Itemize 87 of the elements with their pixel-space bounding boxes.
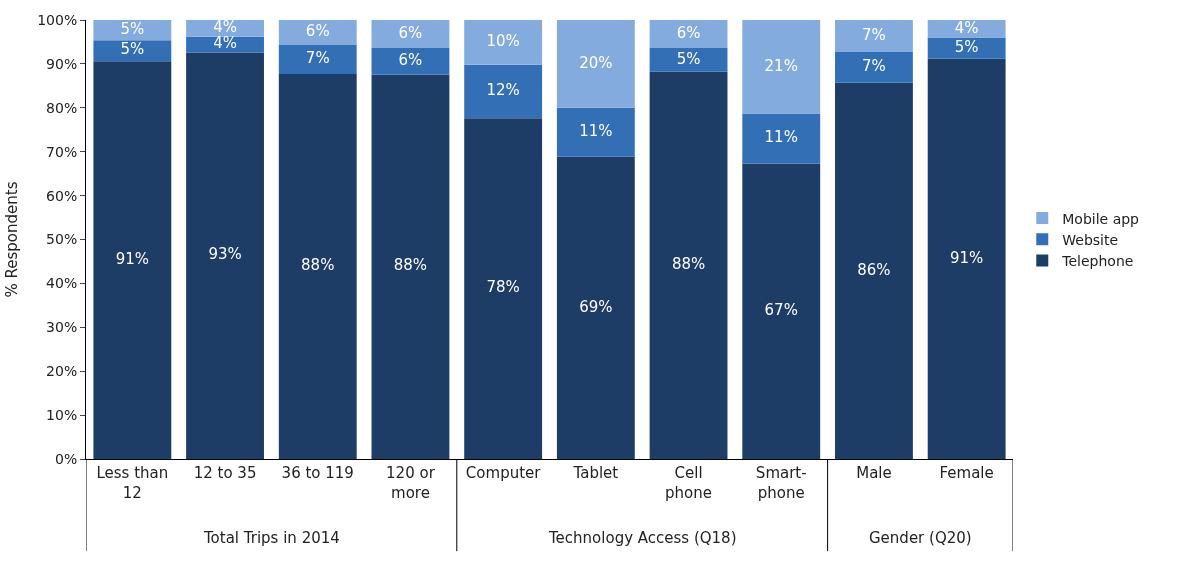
data-label: 6% xyxy=(398,51,423,70)
bar xyxy=(371,20,450,49)
y-tick-label: 100% xyxy=(37,11,78,28)
bar xyxy=(927,58,1006,459)
bar xyxy=(649,48,728,72)
bar xyxy=(927,20,1006,38)
data-label: 12% xyxy=(486,81,520,100)
data-label: 86% xyxy=(857,260,891,279)
bar xyxy=(371,74,450,459)
data-label: 88% xyxy=(671,255,706,274)
y-tick-label: 90% xyxy=(46,55,78,72)
bar xyxy=(742,163,821,459)
data-label: 91% xyxy=(949,248,984,267)
bar xyxy=(186,52,264,459)
bar xyxy=(371,48,450,75)
bar xyxy=(464,64,543,119)
y-tick-label: 40% xyxy=(46,275,78,292)
y-tick-label: 20% xyxy=(46,363,78,380)
y-tick-label: 80% xyxy=(46,99,78,116)
x-tick-label: 120 or more xyxy=(386,464,436,502)
data-label: 11% xyxy=(764,128,798,147)
bar xyxy=(835,20,913,53)
x-tick-label: Less than 12 xyxy=(96,464,169,502)
bar xyxy=(556,107,635,157)
data-label: 6% xyxy=(305,22,330,41)
data-label: 5% xyxy=(120,19,145,38)
y-tick-label: 70% xyxy=(46,143,78,160)
bar xyxy=(742,20,821,114)
bar xyxy=(278,74,357,459)
x-tick-label: Cell phone xyxy=(665,464,713,502)
data-label: 4% xyxy=(213,34,237,53)
bar xyxy=(93,20,172,41)
y-axis-title: % Respondents xyxy=(3,181,22,298)
bar xyxy=(556,20,635,108)
data-label: 7% xyxy=(862,25,886,44)
y-tick-label: 60% xyxy=(46,187,78,204)
data-label: 5% xyxy=(954,37,979,56)
data-label: 4% xyxy=(954,18,979,37)
bar xyxy=(649,71,728,459)
x-tick-label: 36 to 119 xyxy=(281,464,354,482)
legend-label: Mobile app xyxy=(1062,210,1140,227)
y-tick-label: 30% xyxy=(46,319,78,336)
data-label: 7% xyxy=(305,49,330,68)
data-label: 88% xyxy=(301,256,335,275)
x-tick-label: Computer xyxy=(465,464,542,482)
legend-label: Telephone xyxy=(1061,252,1134,269)
data-label: 88% xyxy=(393,256,428,275)
bar xyxy=(835,52,913,83)
bar xyxy=(742,113,821,164)
data-label: 4% xyxy=(213,18,237,37)
bar xyxy=(649,20,728,49)
text: Technology Access (Q18) xyxy=(548,529,737,547)
x-tick-label: Female xyxy=(939,464,994,482)
y-tick-label: 10% xyxy=(46,407,78,423)
bar xyxy=(464,118,543,459)
bar xyxy=(278,45,357,74)
y-tick-label: 50% xyxy=(46,231,78,248)
bar xyxy=(835,82,913,459)
x-tick-label: Tablet xyxy=(572,464,619,482)
bar xyxy=(186,20,264,37)
bar xyxy=(93,61,172,459)
x-tick-label: 12 to 35 xyxy=(193,464,257,482)
data-label: 20% xyxy=(579,53,613,72)
data-label: 11% xyxy=(579,121,613,140)
data-label: 67% xyxy=(764,301,798,320)
x-tick-label: Male xyxy=(856,464,892,482)
bar xyxy=(927,37,1006,59)
text: Gender (Q20) xyxy=(869,529,972,547)
bar xyxy=(93,40,172,62)
data-label: 21% xyxy=(764,56,798,75)
data-label: 7% xyxy=(862,57,886,76)
x-tick-label: Smart-phone xyxy=(755,464,807,502)
data-label: 6% xyxy=(398,23,423,42)
data-label: 5% xyxy=(676,49,701,68)
data-label: 6% xyxy=(676,23,701,42)
y-tick-label: 0% xyxy=(54,450,78,467)
data-label: 91% xyxy=(115,249,150,268)
legend-label: Website xyxy=(1062,231,1119,248)
data-label: 5% xyxy=(120,40,145,59)
data-label: 69% xyxy=(579,297,613,316)
bar xyxy=(278,20,357,46)
data-label: 93% xyxy=(208,245,242,264)
bar xyxy=(464,20,543,65)
data-label: 10% xyxy=(486,32,520,51)
data-label: 78% xyxy=(486,278,520,297)
text: Total Trips in 2014 xyxy=(203,529,340,547)
bar xyxy=(556,156,635,459)
